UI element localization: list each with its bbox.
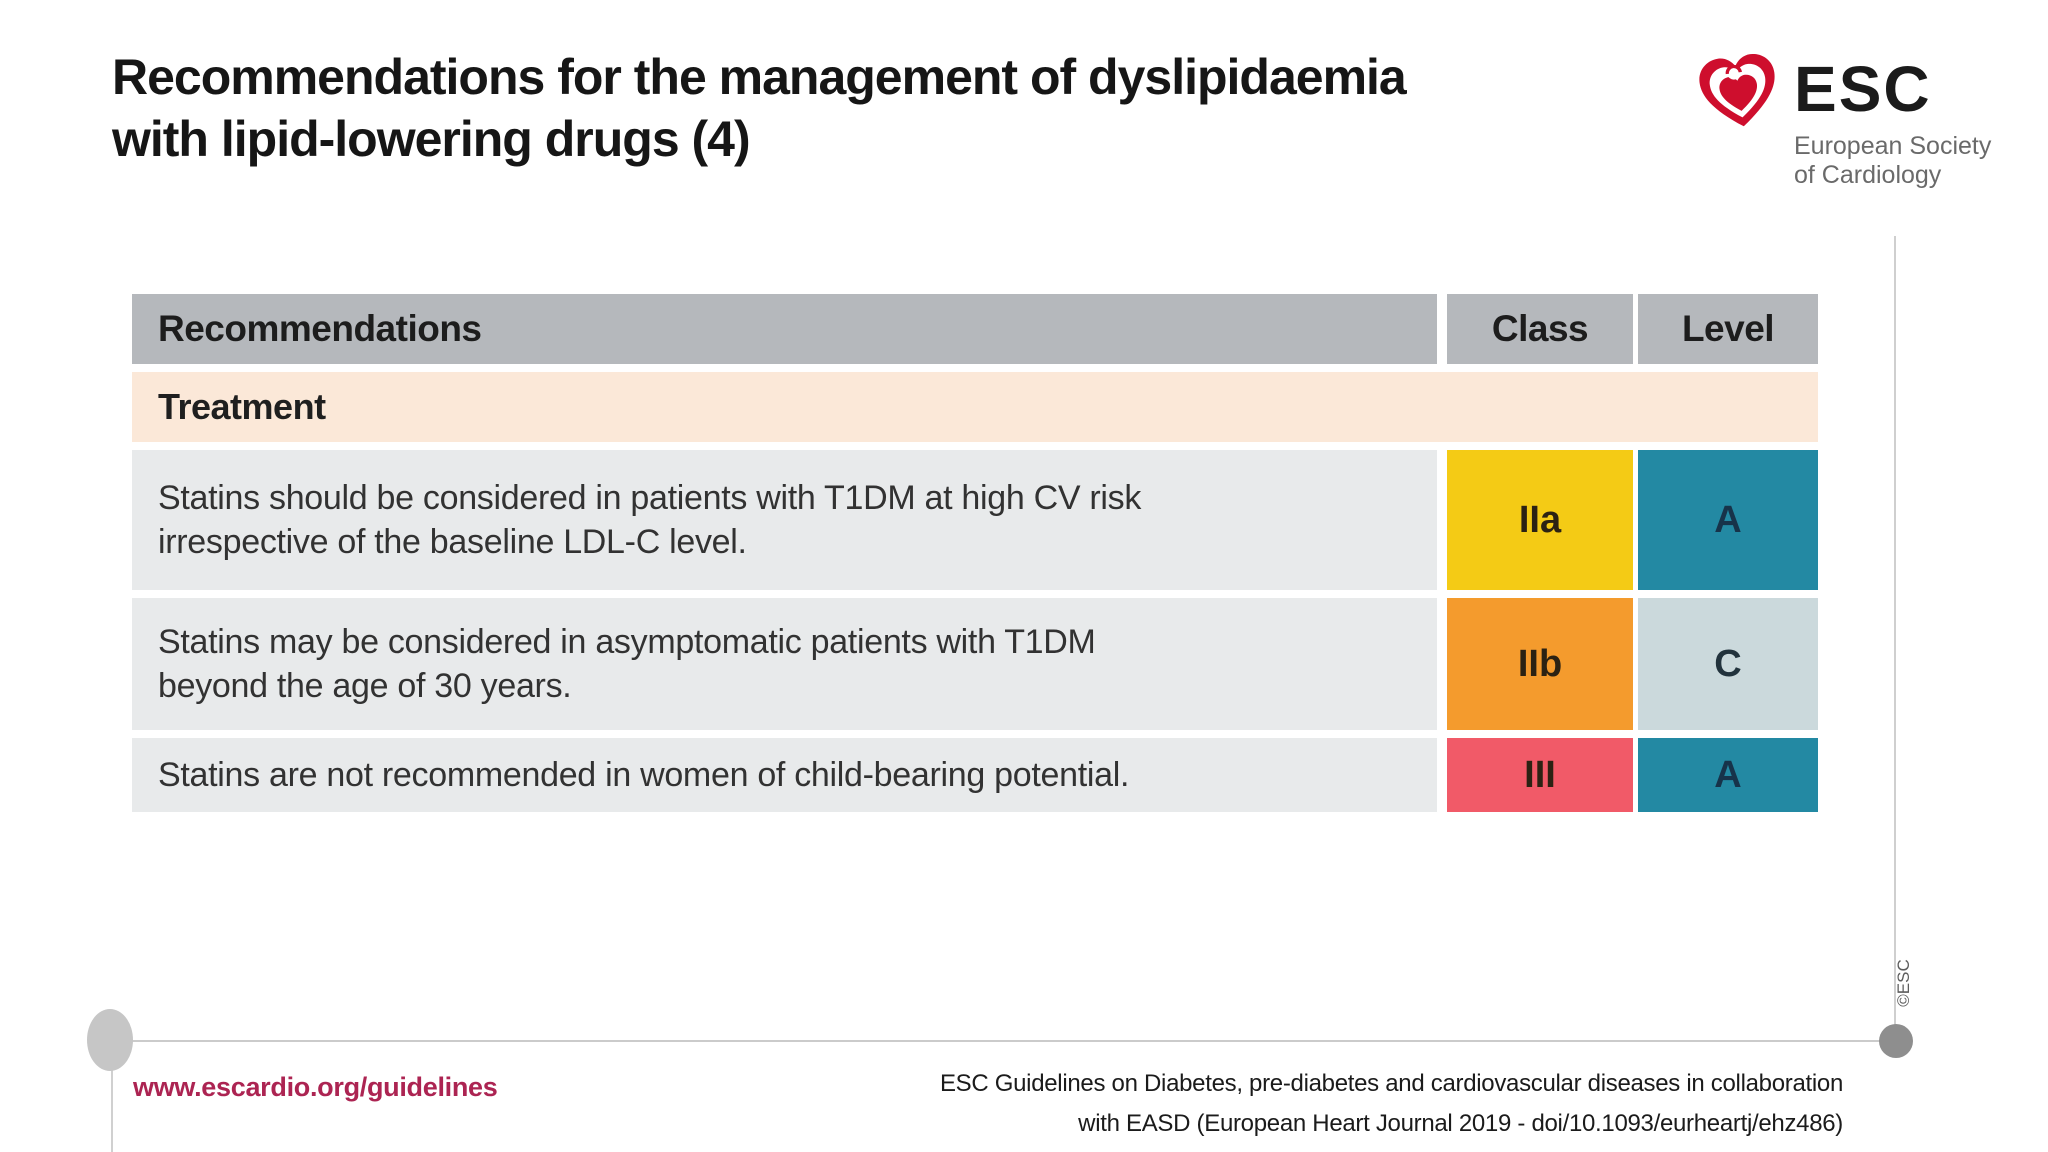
header-cell-class: Class: [1447, 294, 1633, 364]
table-row-1-recommendation: Statins should be considered in patients…: [132, 450, 1437, 590]
level-badge-row-2: C: [1638, 598, 1818, 730]
esc-logo-acronym: ESC: [1794, 53, 1932, 125]
level-badge-label-1: A: [1714, 498, 1742, 541]
footer-timeline-line: [110, 1040, 1896, 1042]
recommendation-text-1: Statins should be considered in patients…: [158, 479, 1142, 561]
timeline-end-node: [1879, 1024, 1913, 1058]
level-badge-row-1: A: [1638, 450, 1818, 590]
header-cell-level: Level: [1638, 294, 1818, 364]
header-label-class: Class: [1491, 308, 1589, 349]
section-row-treatment: Treatment: [132, 372, 1818, 442]
page-title-line-2: with lipid-lowering drugs (4): [112, 111, 751, 167]
level-badge-label-2: C: [1714, 642, 1742, 685]
esc-heart-icon: [1699, 54, 1775, 127]
level-badge-row-3: A: [1638, 738, 1818, 812]
class-badge-row-2: IIb: [1447, 598, 1633, 730]
citation: ESC Guidelines on Diabetes, pre-diabetes…: [940, 1064, 1843, 1144]
recommendation-text-2: Statins may be considered in asymptomati…: [158, 623, 1096, 705]
esc-logo-subtitle-line-2: of Cardiology: [1794, 161, 1942, 189]
guidelines-link[interactable]: www.escardio.org/guidelines: [133, 1072, 498, 1102]
page-title: Recommendations for the management of dy…: [112, 46, 1407, 170]
esc-logo-subtitle-line-1: European Society: [1794, 132, 1992, 160]
header-cell-recommendations: Recommendations: [132, 294, 1437, 364]
section-label-treatment: Treatment: [158, 386, 326, 427]
table-row-3-recommendation: Statins are not recommended in women of …: [132, 738, 1437, 812]
page-title-line-1: Recommendations for the management of dy…: [112, 49, 1407, 105]
class-badge-label-2: IIb: [1517, 642, 1563, 685]
esc-copyright-vertical: ©ESC: [1894, 959, 1913, 1007]
class-badge-row-3: III: [1447, 738, 1633, 812]
citation-line-2: with EASD (European Heart Journal 2019 -…: [1078, 1110, 1843, 1137]
esc-logo-subtitle: European Society of Cardiology: [1794, 132, 1991, 190]
class-badge-label-3: III: [1524, 753, 1556, 796]
class-badge-row-1: IIa: [1447, 450, 1633, 590]
citation-line-1: ESC Guidelines on Diabetes, pre-diabetes…: [939, 1070, 1843, 1097]
class-badge-label-1: IIa: [1518, 498, 1562, 541]
header-label-recommendations: Recommendations: [158, 308, 482, 349]
level-badge-label-3: A: [1714, 753, 1742, 796]
footer-left-margin-line: [111, 1041, 113, 1152]
table-row-2-recommendation: Statins may be considered in asymptomati…: [132, 598, 1437, 730]
recommendation-text-3: Statins are not recommended in women of …: [158, 756, 1130, 794]
header-label-level: Level: [1681, 308, 1775, 349]
timeline-start-node: [87, 1009, 133, 1071]
right-margin-line: [1894, 236, 1896, 1041]
